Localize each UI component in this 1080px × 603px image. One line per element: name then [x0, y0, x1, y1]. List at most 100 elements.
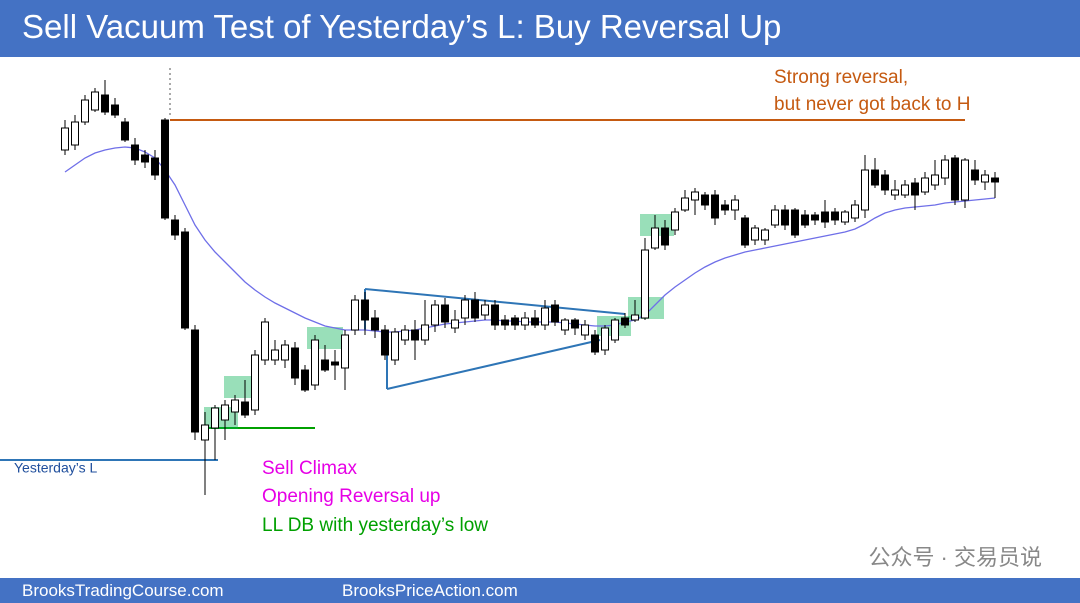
annotation: LL DB with yesterday’s low [262, 515, 488, 536]
candle-body [741, 217, 749, 246]
candle-body [851, 204, 859, 219]
candle-body [361, 299, 369, 321]
candle-body [541, 307, 549, 326]
candle-body [691, 191, 699, 201]
candle-body [881, 174, 889, 191]
highlight-box [224, 376, 258, 398]
candle-body [221, 404, 229, 421]
candle-body [781, 209, 789, 226]
candle-body [951, 157, 959, 201]
candle-body [311, 339, 319, 386]
candle-body [481, 304, 489, 316]
candle-body [941, 159, 949, 179]
candle-body [321, 359, 329, 371]
candle-body [511, 317, 519, 326]
annotation: Sell Climax [262, 458, 358, 479]
candle-body [181, 231, 189, 329]
candle-body [751, 227, 759, 241]
candle-body [791, 209, 799, 236]
annotation: Yesterday’s L [14, 460, 97, 476]
candle-body [441, 304, 449, 323]
candle-body [651, 227, 659, 249]
candle-body [461, 299, 469, 319]
candle-body [981, 174, 989, 183]
candle-body [971, 169, 979, 181]
candle-body [371, 317, 379, 331]
candle-body [871, 169, 879, 186]
candle-body [621, 317, 629, 326]
candle-body [141, 154, 149, 163]
candle-body [341, 334, 349, 369]
moving-average [64, 146, 996, 333]
candle-body [821, 211, 829, 223]
candle-body [531, 317, 539, 326]
candle-body [831, 211, 839, 221]
candle-body [961, 159, 969, 201]
annotation: Strong reversal, [774, 67, 908, 88]
candle-body [931, 174, 939, 186]
candle-body [451, 319, 459, 329]
candle-body [281, 344, 289, 361]
candle-body [101, 94, 109, 113]
candle-body [551, 304, 559, 323]
candle-body [591, 334, 599, 353]
candle-body [841, 211, 849, 223]
candle-body [611, 319, 619, 341]
candle-body [991, 177, 999, 183]
candle-body [401, 329, 409, 341]
candle-body [91, 91, 99, 111]
annotation: but never got back to H [774, 94, 970, 115]
candle-body [431, 304, 439, 326]
candle-body [381, 329, 389, 356]
triangle-line [386, 339, 601, 390]
candle-body [131, 144, 139, 161]
candle-body [271, 349, 279, 361]
candle-body [301, 369, 309, 391]
candle-body [711, 194, 719, 219]
candle-body [111, 104, 119, 116]
candle-body [151, 157, 159, 176]
candle-body [231, 399, 239, 413]
candle-body [211, 407, 219, 429]
candle-body [891, 189, 899, 196]
candle-body [471, 299, 479, 319]
candle-body [731, 199, 739, 211]
footer-right: BrooksPriceAction.com [342, 581, 518, 600]
candle-body [811, 214, 819, 221]
title-bar: Sell Vacuum Test of Yesterday’s L: Buy R… [0, 0, 1080, 57]
candle-body [561, 319, 569, 331]
candle-body [801, 214, 809, 226]
chart: Strong reversal, but never got back to H… [0, 67, 1042, 570]
candle-body [911, 182, 919, 196]
candle-body [411, 329, 419, 341]
candle-body [251, 354, 259, 411]
candle-body [81, 99, 89, 123]
candle-body [331, 361, 339, 366]
candle-body [261, 321, 269, 361]
candle-body [61, 127, 69, 151]
candle-body [721, 204, 729, 211]
candle-body [291, 347, 299, 379]
candle-body [921, 177, 929, 193]
candle-body [201, 424, 209, 441]
candle-body [701, 194, 709, 206]
candle-body [771, 209, 779, 226]
candle-body [861, 169, 869, 211]
candle-body [391, 331, 399, 361]
candle-body [641, 249, 649, 319]
candle-body [161, 119, 169, 219]
candle-body [241, 401, 249, 416]
watermark: 公众号 · 交易员说 [868, 545, 1042, 570]
candle-body [581, 324, 589, 336]
candle-body [631, 314, 639, 321]
candle-body [501, 319, 509, 326]
candle-body [421, 324, 429, 341]
candle-body [661, 227, 669, 246]
candle-body [601, 327, 609, 351]
candle-body [171, 219, 179, 236]
candle-body [761, 229, 769, 241]
footer-bar: BrooksTradingCourse.com BrooksPriceActio… [0, 578, 1080, 603]
candle-body [571, 319, 579, 329]
candle-body [681, 197, 689, 211]
